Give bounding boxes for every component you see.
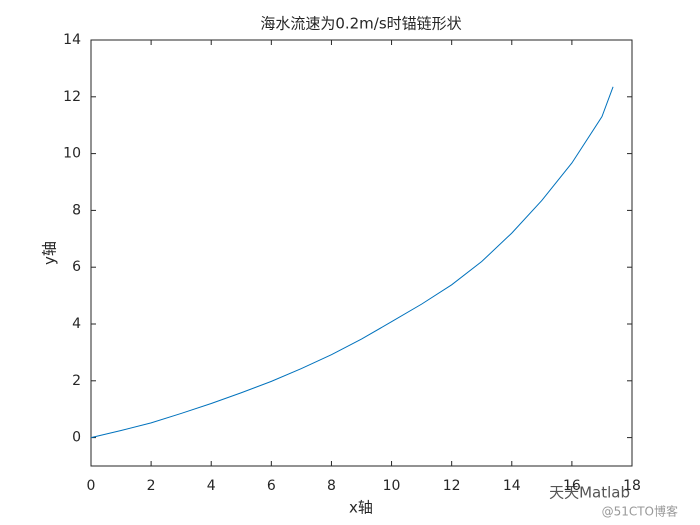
- data-line: [90, 86, 614, 439]
- x-tick-label: 16: [563, 478, 581, 494]
- y-tick-label: 2: [72, 373, 81, 389]
- x-tick-label: 2: [147, 478, 156, 494]
- watermark-main: 天天Matlab: [549, 484, 630, 502]
- y-tick-label: 14: [63, 32, 81, 48]
- x-tick-label: 18: [623, 478, 641, 494]
- plot-box: [90, 39, 633, 467]
- x-tick-label: 4: [207, 478, 216, 494]
- x-axis-label: x轴: [349, 499, 373, 517]
- x-tick-label: 12: [443, 478, 461, 494]
- y-tick-label: 6: [72, 259, 81, 275]
- x-tick-label: 8: [327, 478, 336, 494]
- chart-title: 海水流速为0.2m/s时锚链形状: [260, 15, 461, 33]
- x-tick-label: 10: [383, 478, 401, 494]
- x-tick-label: 6: [267, 478, 276, 494]
- y-tick-label: 4: [72, 316, 81, 332]
- watermark-sub: @51CTO博客: [602, 504, 678, 519]
- y-axis-label: y轴: [41, 241, 59, 265]
- y-tick-label: 0: [72, 430, 81, 446]
- y-tick-label: 12: [63, 89, 81, 105]
- x-tick-label: 0: [87, 478, 96, 494]
- y-tick-label: 10: [63, 146, 81, 162]
- x-tick-label: 14: [503, 478, 521, 494]
- y-tick-label: 8: [72, 202, 81, 218]
